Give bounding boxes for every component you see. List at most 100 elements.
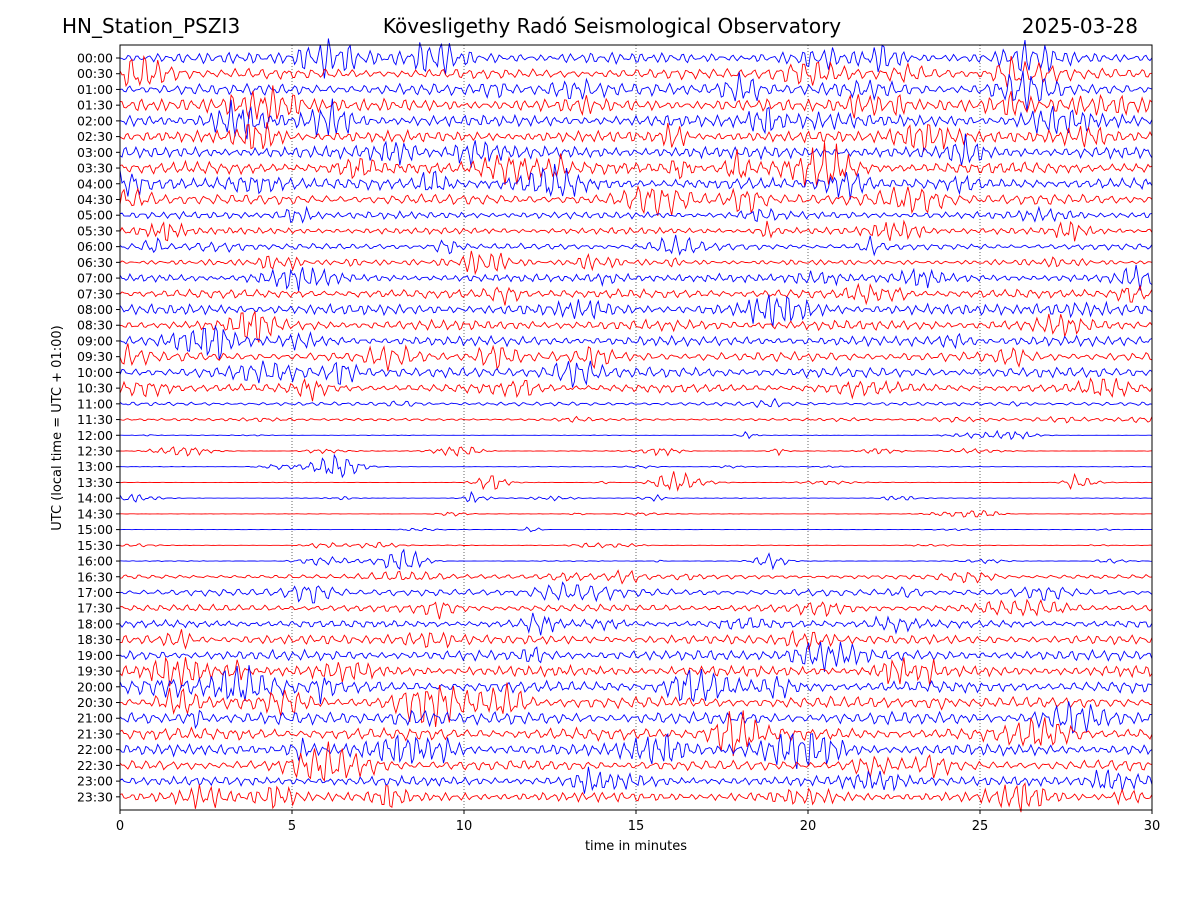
- x-tick-label: 25: [972, 819, 989, 834]
- trace-line: [119, 397, 1153, 409]
- trace-line: [120, 429, 1153, 441]
- y-tick-label: 09:30: [77, 349, 113, 364]
- y-tick-label: 19:30: [77, 664, 113, 679]
- station-name: HN_Station_PSZI3: [62, 14, 241, 38]
- y-axis: 00:0000:3001:0001:3002:0002:3003:0003:30…: [77, 51, 120, 804]
- y-tick-label: 01:00: [77, 82, 113, 97]
- y-tick-label: 00:30: [77, 66, 113, 81]
- x-tick-label: 30: [1144, 819, 1161, 834]
- y-tick-label: 13:00: [77, 459, 113, 474]
- trace-line: [120, 682, 1152, 727]
- y-tick-label: 12:30: [77, 444, 113, 459]
- y-tick-label: 08:30: [77, 318, 113, 333]
- traces-group: [119, 38, 1153, 813]
- trace-line: [119, 343, 1153, 372]
- y-tick-label: 17:30: [77, 601, 113, 616]
- trace-line: [119, 234, 1153, 257]
- y-tick-label: 10:00: [77, 365, 113, 380]
- y-axis-label: UTC (local time = UTC + 01:00): [50, 325, 65, 530]
- y-tick-label: 16:30: [77, 569, 113, 584]
- trace-line: [119, 453, 1153, 479]
- trace-line: [119, 282, 1153, 306]
- trace-line: [119, 98, 1153, 140]
- y-tick-label: 06:30: [77, 255, 113, 270]
- trace-line: [119, 782, 1153, 813]
- trace-line: [119, 219, 1153, 242]
- x-tick-label: 15: [628, 819, 645, 834]
- trace-line: [119, 548, 1153, 571]
- trace-line: [119, 766, 1153, 794]
- trace-line: [119, 70, 1153, 112]
- trace-line: [119, 732, 1153, 769]
- y-tick-label: 10:30: [77, 381, 113, 396]
- trace-line: [119, 526, 1152, 533]
- trace-line: [119, 250, 1153, 276]
- y-tick-label: 03:00: [77, 145, 113, 160]
- y-tick-label: 15:30: [77, 538, 113, 553]
- y-tick-label: 07:00: [77, 271, 113, 286]
- chart-title: Kövesligethy Radó Seismological Observat…: [382, 14, 842, 38]
- trace-line: [119, 710, 1153, 757]
- y-tick-label: 21:30: [77, 726, 113, 741]
- x-tick-label: 0: [116, 819, 124, 834]
- trace-line: [119, 205, 1153, 224]
- y-tick-label: 04:30: [77, 192, 113, 207]
- x-tick-label: 5: [288, 819, 296, 834]
- trace-line: [119, 377, 1153, 402]
- y-tick-label: 14:30: [77, 506, 113, 521]
- x-axis: 0 5 10 15 20 25 30: [116, 810, 1160, 834]
- y-tick-label: 21:00: [77, 711, 113, 726]
- y-tick-label: 20:00: [77, 679, 113, 694]
- y-tick-label: 05:30: [77, 223, 113, 238]
- y-tick-label: 23:30: [77, 789, 113, 804]
- chart-date: 2025-03-28: [1021, 14, 1138, 38]
- y-tick-label: 18:30: [77, 632, 113, 647]
- trace-line: [119, 264, 1153, 291]
- trace-line: [119, 471, 1152, 492]
- y-tick-label: 07:30: [77, 286, 113, 301]
- trace-line: [119, 294, 1153, 328]
- trace-line: [119, 569, 1153, 585]
- y-tick-label: 22:30: [77, 758, 113, 773]
- y-tick-label: 14:00: [77, 491, 113, 506]
- trace-line: [119, 142, 1153, 187]
- y-tick-label: 20:30: [77, 695, 113, 710]
- trace-line: [119, 490, 1153, 504]
- trace-line: [119, 598, 1153, 620]
- trace-line: [119, 85, 1153, 122]
- trace-line: [119, 629, 1153, 651]
- y-tick-label: 13:30: [77, 475, 113, 490]
- trace-line: [119, 641, 1153, 672]
- y-tick-label: 17:00: [77, 585, 113, 600]
- grid-lines: [291, 45, 981, 810]
- y-tick-label: 22:00: [77, 742, 113, 757]
- y-tick-label: 18:00: [77, 616, 113, 631]
- y-tick-label: 05:00: [77, 208, 113, 223]
- trace-line: [119, 581, 1153, 604]
- x-tick-label: 20: [800, 819, 817, 834]
- trace-line: [119, 541, 1153, 549]
- y-tick-label: 15:00: [77, 522, 113, 537]
- trace-line: [119, 656, 1153, 688]
- trace-line: [119, 741, 1153, 782]
- y-tick-label: 04:00: [77, 176, 113, 191]
- trace-line: [119, 311, 1153, 343]
- x-axis-label: time in minutes: [585, 839, 687, 854]
- y-tick-label: 11:30: [77, 412, 113, 427]
- trace-line: [119, 55, 1153, 88]
- y-tick-label: 03:30: [77, 161, 113, 176]
- trace-line: [119, 701, 1152, 734]
- trace-line: [119, 324, 1153, 360]
- trace-line: [119, 122, 1153, 153]
- y-tick-label: 06:00: [77, 239, 113, 254]
- trace-line: [119, 38, 1153, 79]
- y-tick-label: 02:00: [77, 113, 113, 128]
- y-tick-label: 02:30: [77, 129, 113, 144]
- trace-line: [119, 184, 1153, 216]
- x-tick-label: 10: [456, 819, 473, 834]
- y-tick-label: 23:00: [77, 774, 113, 789]
- trace-line: [120, 510, 1152, 518]
- y-tick-label: 11:00: [77, 396, 113, 411]
- trace-line: [119, 360, 1153, 388]
- y-tick-label: 09:00: [77, 333, 113, 348]
